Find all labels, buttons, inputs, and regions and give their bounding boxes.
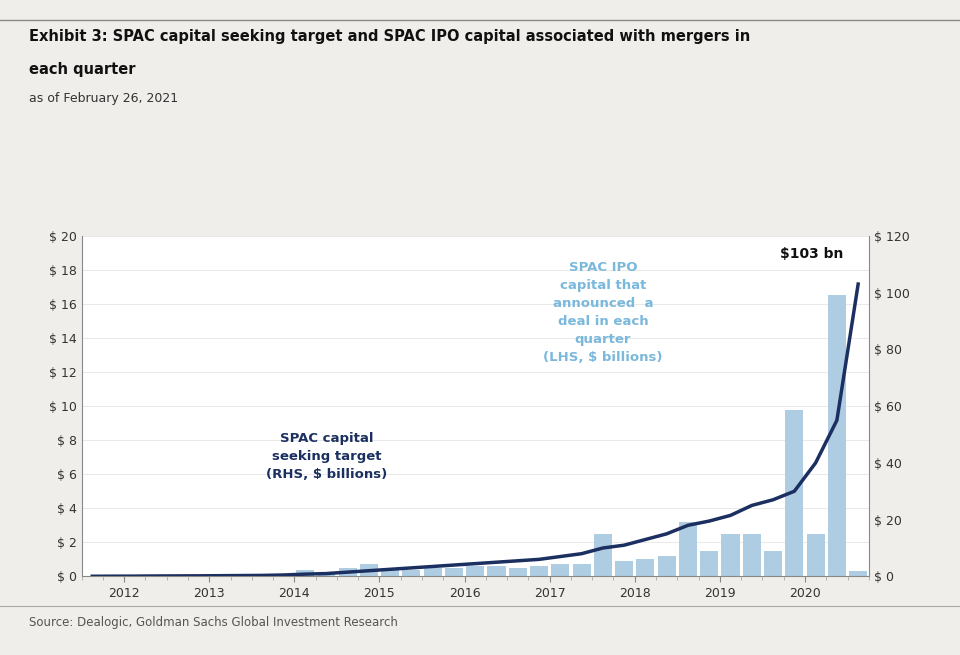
Bar <box>743 534 761 576</box>
Bar <box>828 295 846 576</box>
Text: Source: Dealogic, Goldman Sachs Global Investment Research: Source: Dealogic, Goldman Sachs Global I… <box>29 616 397 629</box>
Bar <box>679 522 697 576</box>
Bar <box>360 565 378 576</box>
Text: as of February 26, 2021: as of February 26, 2021 <box>29 92 178 105</box>
Bar <box>850 571 867 576</box>
Bar <box>488 566 506 576</box>
Bar <box>551 565 569 576</box>
Bar <box>636 559 655 576</box>
Bar <box>423 568 442 576</box>
Text: SPAC capital
seeking target
(RHS, $ billions): SPAC capital seeking target (RHS, $ bill… <box>266 432 387 481</box>
Bar <box>615 561 634 576</box>
Bar <box>572 565 590 576</box>
Bar <box>658 556 676 576</box>
Text: each quarter: each quarter <box>29 62 135 77</box>
Bar <box>700 551 718 576</box>
Bar <box>785 409 804 576</box>
Bar <box>509 568 527 576</box>
Bar <box>381 568 399 576</box>
Bar <box>317 573 335 576</box>
Bar <box>594 534 612 576</box>
Bar <box>764 551 782 576</box>
Bar <box>296 570 314 576</box>
Text: SPAC IPO
capital that
announced  a
deal in each
quarter
(LHS, $ billions): SPAC IPO capital that announced a deal i… <box>543 261 662 364</box>
Bar <box>806 534 825 576</box>
Bar <box>467 566 484 576</box>
Bar <box>722 534 739 576</box>
Bar <box>339 568 356 576</box>
Bar <box>530 566 548 576</box>
Bar <box>402 570 420 576</box>
Bar <box>275 574 293 576</box>
Text: Exhibit 3: SPAC capital seeking target and SPAC IPO capital associated with merg: Exhibit 3: SPAC capital seeking target a… <box>29 29 750 45</box>
Bar <box>444 568 463 576</box>
Text: $103 bn: $103 bn <box>780 248 843 261</box>
